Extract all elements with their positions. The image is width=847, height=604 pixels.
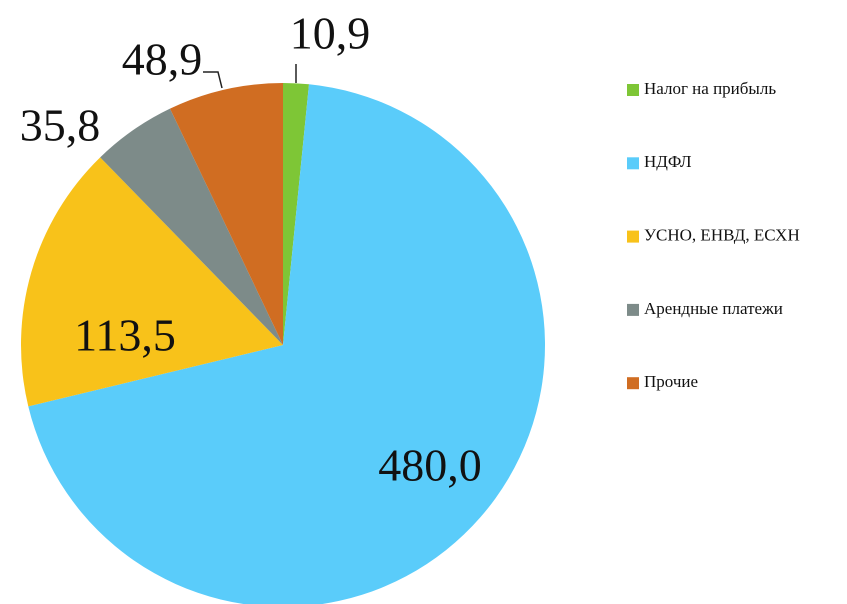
- legend-label: УСНО, ЕНВД, ЕСХН: [644, 226, 800, 245]
- legend-swatch: [627, 84, 639, 96]
- pie-slice: [100, 108, 284, 345]
- legend-label: НДФЛ: [644, 152, 692, 171]
- legend-label: Налог на прибыль: [644, 79, 776, 98]
- pie-slice: [28, 84, 545, 604]
- data-label: 480,0: [378, 440, 482, 491]
- legend-swatch: [627, 157, 639, 170]
- legend-swatch: [627, 303, 639, 316]
- pie-slice: [170, 83, 283, 345]
- data-label: 113,5: [74, 310, 176, 361]
- data-label: 48,9: [122, 34, 203, 85]
- legend-label: Арендные платежи: [644, 299, 783, 318]
- legend-label: Прочие: [644, 372, 698, 391]
- pie-slice: [20, 157, 283, 407]
- leader-line: [203, 71, 223, 89]
- legend-swatch: [627, 230, 639, 243]
- legend-swatch: [627, 377, 639, 390]
- pie-slice: [283, 83, 309, 345]
- data-label: 35,8: [20, 100, 101, 151]
- data-label: 10,9: [290, 8, 371, 59]
